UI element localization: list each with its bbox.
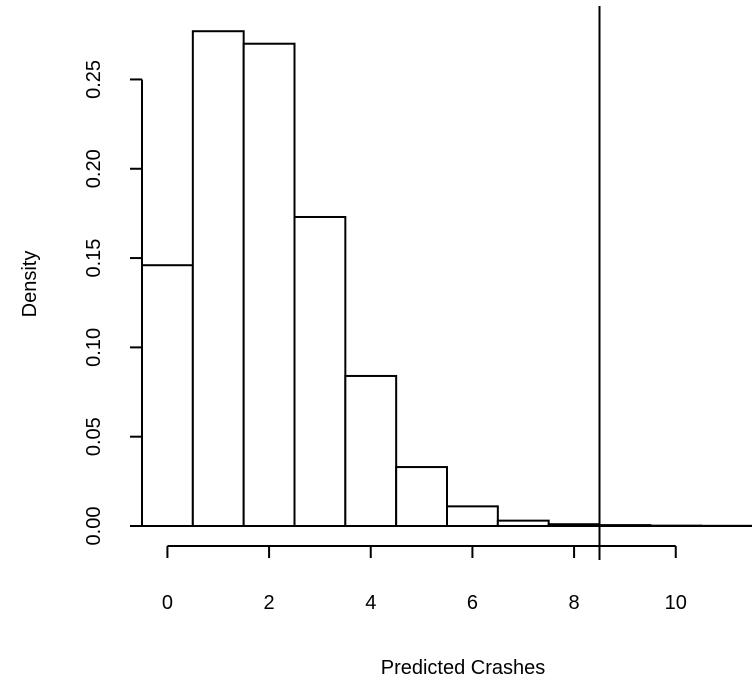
y-axis-label: Density [19, 251, 41, 318]
x-tick-label: 8 [569, 592, 580, 614]
histogram-bar [446, 505, 499, 527]
y-axis: 0.00 0.05 0.10 0.15 0.20 0.25 [83, 60, 143, 546]
y-tick-label: 0.25 [83, 60, 105, 99]
histogram-bar [242, 42, 296, 527]
histogram-bar [293, 215, 347, 527]
y-tick-label: 0.15 [83, 239, 105, 278]
histogram-bars [141, 30, 752, 528]
y-tick-label: 0.10 [83, 328, 105, 367]
x-tick-label: 4 [365, 592, 376, 614]
x-tick-label: 6 [467, 592, 478, 614]
y-tick-label: 0.00 [83, 507, 105, 546]
histogram-bar [496, 519, 550, 527]
histogram-bar [547, 523, 601, 528]
histogram-bar [344, 374, 398, 527]
histogram-bar [598, 524, 652, 527]
x-tick-label: 10 [665, 592, 687, 614]
x-tick-label: 2 [264, 592, 275, 614]
x-axis-label: Predicted Crashes [381, 657, 546, 679]
y-tick-label: 0.05 [83, 417, 105, 456]
x-tick-label: 0 [162, 592, 173, 614]
histogram-bar [141, 264, 194, 527]
y-tick-label: 0.20 [83, 149, 105, 188]
x-axis: 0 2 4 6 8 10 [162, 545, 687, 614]
histogram-bar [395, 466, 448, 528]
histogram-bar [191, 30, 245, 527]
